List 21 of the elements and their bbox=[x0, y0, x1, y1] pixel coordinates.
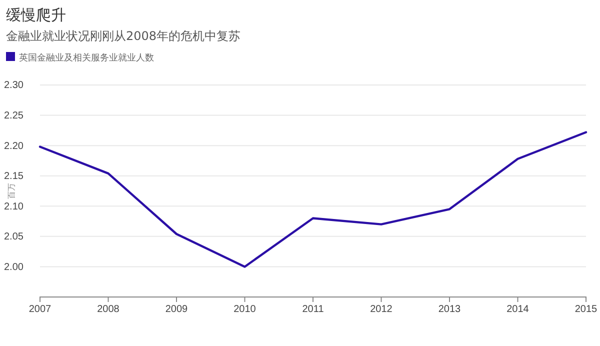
y-tick-label: 2.05 bbox=[4, 232, 24, 243]
y-tick-label: 2.20 bbox=[4, 140, 24, 152]
y-axis-title: 百万 bbox=[7, 183, 16, 199]
chart-subtitle: 金融业就业状况刚刚从2008年的危机中复苏 bbox=[6, 29, 241, 43]
x-tick-label: 2009 bbox=[165, 304, 188, 316]
chart-title: 缓慢爬升 bbox=[6, 6, 66, 24]
x-tick-label: 2012 bbox=[370, 304, 393, 316]
x-tick-label: 2011 bbox=[302, 304, 324, 316]
x-tick-label: 2010 bbox=[234, 304, 256, 316]
y-tick-label: 2.00 bbox=[4, 262, 24, 273]
y-tick-label: 2.10 bbox=[4, 201, 24, 212]
x-tick-label: 2013 bbox=[438, 304, 462, 316]
y-tick-label: 2.30 bbox=[4, 80, 24, 92]
x-tick-label: 2008 bbox=[97, 304, 120, 316]
legend-label: 英国金融业及相关服务业就业人数 bbox=[19, 52, 154, 64]
x-tick-label: 2015 bbox=[574, 304, 598, 316]
y-tick-label: 2.15 bbox=[4, 171, 24, 182]
y-tick-label: 2.25 bbox=[4, 110, 24, 122]
x-tick-label: 2014 bbox=[506, 304, 530, 316]
line-series bbox=[38, 131, 588, 268]
x-tick-label: 2007 bbox=[28, 304, 52, 316]
